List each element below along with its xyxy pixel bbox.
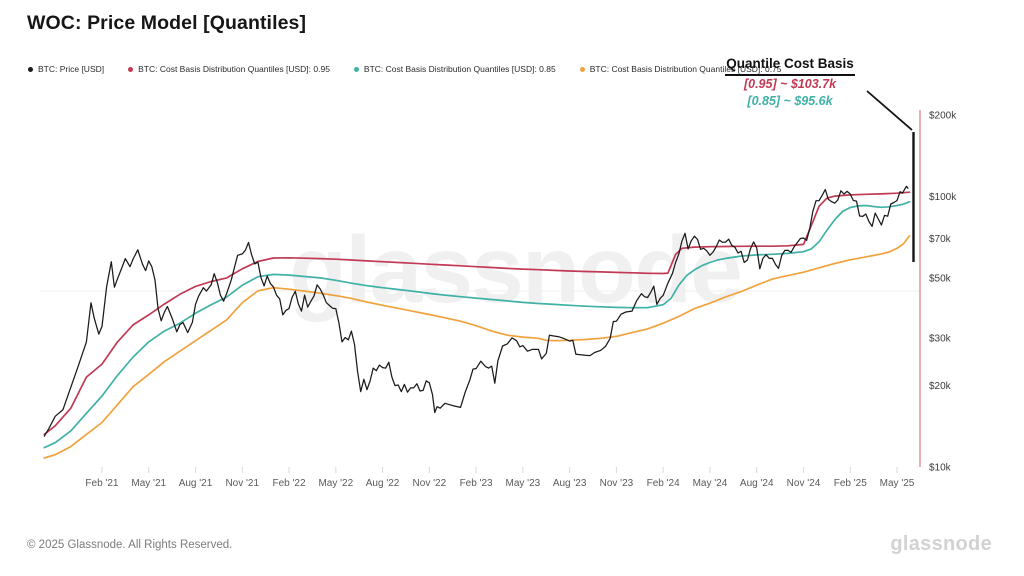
x-tick-label: May '21 (131, 478, 166, 489)
y-tick-label: $30k (929, 333, 952, 344)
glassnode-logo: glassnode (890, 533, 992, 555)
quantile-075-line[interactable] (43, 235, 911, 459)
page-title: WOC: Price Model [Quantiles] (27, 12, 307, 34)
x-tick-label: May '23 (506, 478, 541, 489)
x-tick-label: May '25 (880, 478, 915, 489)
annotation-quantile-cost-basis: Quantile Cost Basis [0.95] ~ $103.7k [0.… (705, 54, 875, 109)
annotation-value-085: [0.85] ~ $95.6k (747, 93, 833, 108)
plot-area[interactable] (40, 108, 920, 467)
quantile-095-line[interactable] (43, 191, 911, 436)
legend-item-2[interactable]: BTC: Cost Basis Distribution Quantiles [… (353, 64, 556, 74)
x-tick-label: May '22 (318, 478, 353, 489)
legend-label: BTC: Cost Basis Distribution Quantiles [… (363, 64, 556, 74)
x-tick-label: May '24 (693, 478, 728, 489)
legend-label: BTC: Price [USD] (38, 64, 105, 74)
x-tick-label: Nov '21 (225, 478, 259, 489)
legend-item-1[interactable]: BTC: Cost Basis Distribution Quantiles [… (128, 64, 330, 74)
y-tick-label: $200k (929, 111, 957, 122)
x-tick-label: Nov '23 (600, 478, 634, 489)
y-tick-label: $10k (929, 463, 952, 474)
legend-dot-icon (128, 66, 134, 72)
legend-label: BTC: Cost Basis Distribution Quantiles [… (138, 64, 330, 74)
legend-dot-icon (353, 66, 359, 72)
price-line[interactable] (43, 185, 909, 437)
x-tick-label: Feb '25 (834, 478, 867, 489)
annotation-title: Quantile Cost Basis (725, 56, 855, 76)
y-tick-label: $50k (929, 273, 952, 284)
y-tick-label: $70k (929, 234, 952, 245)
x-tick-label: Aug '23 (553, 478, 587, 489)
y-tick-label: $20k (929, 381, 952, 392)
x-tick-label: Nov '22 (413, 478, 447, 489)
legend: BTC: Price [USD] BTC: Cost Basis Distribu… (28, 64, 782, 74)
x-tick-label: Aug '21 (179, 478, 213, 489)
x-tick-label: Feb '21 (85, 478, 118, 489)
x-tick-label: Aug '22 (366, 478, 400, 489)
y-tick-label: $100k (929, 192, 957, 203)
annotation-arrow (866, 90, 913, 131)
x-tick-label: Feb '24 (647, 478, 680, 489)
x-tick-label: Feb '22 (273, 478, 306, 489)
quantile-085-line[interactable] (43, 200, 911, 449)
legend-dot-icon (579, 66, 585, 72)
legend-item-0[interactable]: BTC: Price [USD] (28, 64, 104, 74)
x-tick-label: Feb '23 (460, 478, 493, 489)
annotation-value-095: [0.95] ~ $103.7k (743, 76, 837, 91)
legend-item-3[interactable]: BTC: Cost Basis Distribution Quantiles [… (579, 64, 782, 74)
copyright-text: © 2025 Glassnode. All Rights Reserved. (27, 539, 233, 551)
legend-label: BTC: Cost Basis Distribution Quantiles [… (589, 64, 782, 74)
x-tick-label: Aug '24 (740, 478, 774, 489)
legend-dot-icon (28, 66, 33, 72)
x-tick-label: Nov '24 (787, 478, 821, 489)
